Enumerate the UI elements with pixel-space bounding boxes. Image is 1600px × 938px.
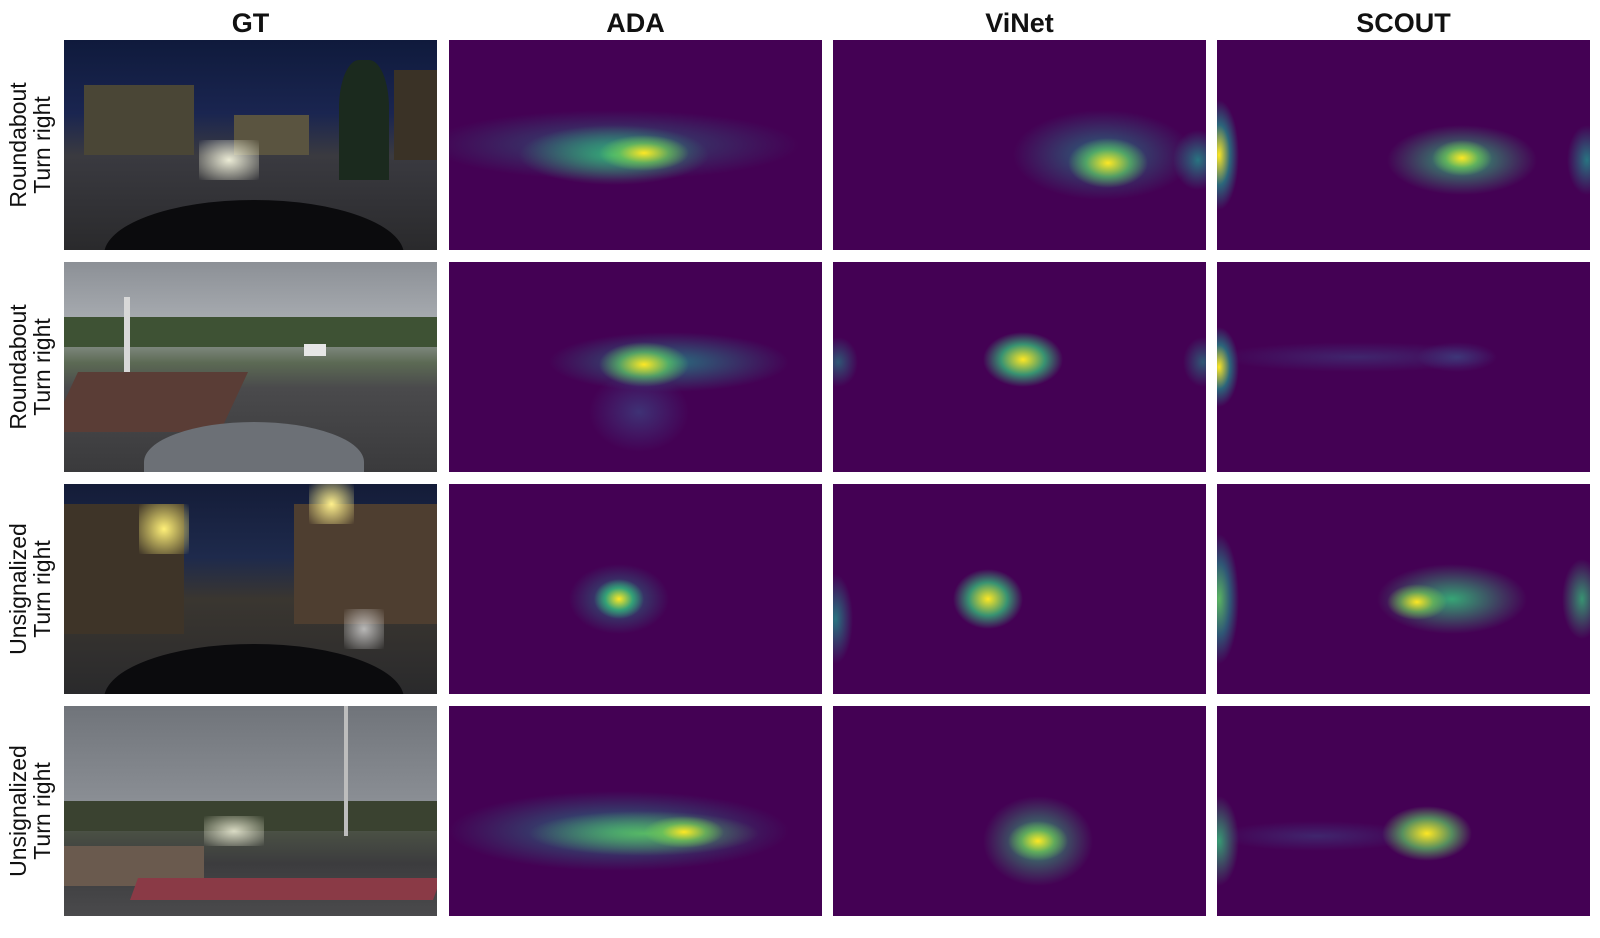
scout-heatmap-row2 <box>1217 262 1590 472</box>
column-header-ada: ADA <box>606 8 665 38</box>
column-header-gt: GT <box>231 8 270 38</box>
vinet-heatmap-row2 <box>833 262 1206 472</box>
scout-heatmap-row4 <box>1217 706 1590 916</box>
row-label-3: Unsignalized Turn right <box>0 484 60 694</box>
ada-heatmap-row4 <box>449 706 822 916</box>
scout-heatmap-row3 <box>1217 484 1590 694</box>
gt-photo-row1 <box>64 40 437 250</box>
row-label-4-line2: Turn right <box>29 762 55 860</box>
ada-heatmap-row1 <box>449 40 822 250</box>
column-header-vinet: ViNet <box>985 8 1054 38</box>
row-label-2-line1: Roundabout <box>5 304 31 430</box>
ada-heatmap-row2 <box>449 262 822 472</box>
row-label-4: Unsignalized Turn right <box>0 706 60 916</box>
row-label-3-line1: Unsignalized <box>5 523 31 655</box>
gt-photo-row3 <box>64 484 437 694</box>
scout-heatmap-row1 <box>1217 40 1590 250</box>
row-label-1: Roundabout Turn right <box>0 40 60 250</box>
row-label-4-line1: Unsignalized <box>5 745 31 877</box>
column-header-scout: SCOUT <box>1356 8 1451 38</box>
gt-photo-row2 <box>64 262 437 472</box>
row-label-1-line2: Turn right <box>29 96 55 194</box>
vinet-heatmap-row1 <box>833 40 1206 250</box>
vinet-heatmap-row4 <box>833 706 1206 916</box>
row-label-3-line2: Turn right <box>29 540 55 638</box>
vinet-heatmap-row3 <box>833 484 1206 694</box>
row-label-1-line1: Roundabout <box>5 82 31 208</box>
gt-photo-row4 <box>64 706 437 916</box>
row-label-2: Roundabout Turn right <box>0 262 60 472</box>
ada-heatmap-row3 <box>449 484 822 694</box>
row-label-2-line2: Turn right <box>29 318 55 416</box>
